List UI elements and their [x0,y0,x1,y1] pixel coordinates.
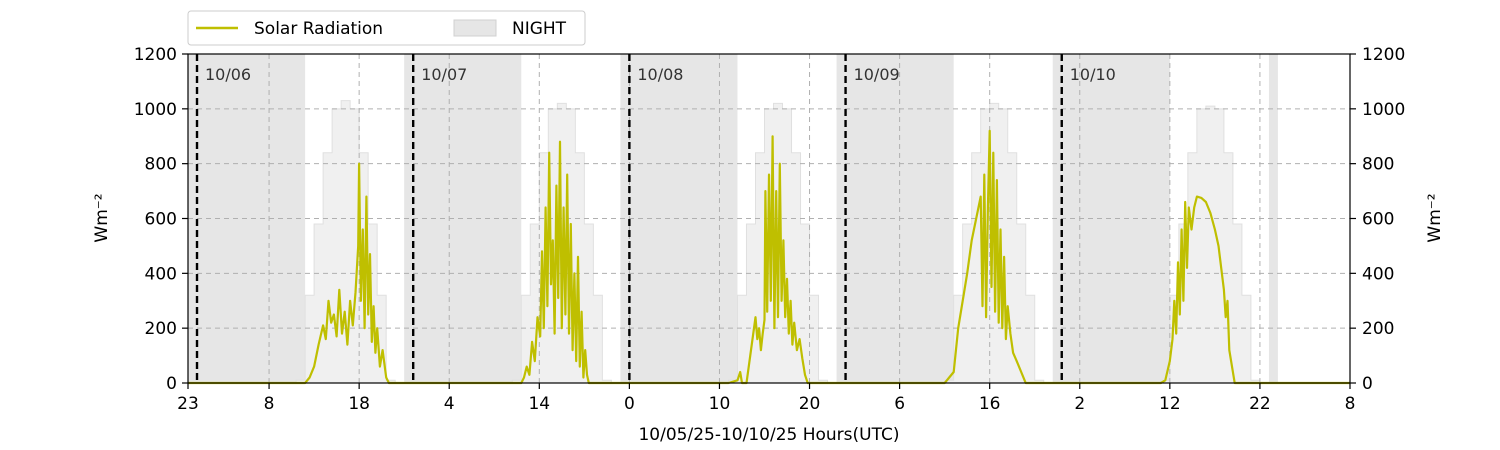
y-tick-label-right-1200: 1200 [1362,45,1405,65]
legend-patch-swatch [453,19,497,37]
x-tick-label-1: 8 [264,394,275,414]
clear-sky-area-0 [295,100,396,384]
x-tick-label-10: 2 [1074,394,1085,414]
day-marker-label-2: 10/08 [637,65,683,84]
y-tick-label-left-0: 0 [166,374,177,394]
y-tick-label-right-1000: 1000 [1362,100,1405,120]
x-tick-label-9: 16 [979,394,1001,414]
x-tick-label-13: 8 [1345,394,1356,414]
y-tick-label-left-400: 400 [145,264,177,284]
series-layer [188,129,1350,385]
y-tick-label-left-1000: 1000 [134,100,177,120]
x-tick-label-3: 4 [444,394,455,414]
series-line-solar-radiation [188,129,1350,385]
day-markers: 10/06 10/07 10/08 10/09 10/10 [195,54,1116,383]
day-marker-label-1: 10/07 [421,65,467,84]
x-axis-title: 10/05/25-10/10/25 Hours(UTC) [638,425,899,445]
day-marker-label-4: 10/10 [1070,65,1116,84]
y-tick-label-right-0: 0 [1362,374,1373,394]
night-band-5 [1268,54,1278,383]
x-tick-label-6: 10 [709,394,731,414]
y-tick-label-left-800: 800 [145,155,177,175]
x-tick-label-7: 20 [799,394,821,414]
x-tick-label-5: 0 [624,394,635,414]
y-axis-title-left: Wm⁻² [92,193,112,242]
legend: Solar Radiation NIGHT [187,10,586,46]
legend-label-solar: Solar Radiation [254,19,383,39]
y-tick-label-right-400: 400 [1362,264,1394,284]
x-tick-label-4: 14 [528,394,550,414]
legend-label-night: NIGHT [512,19,567,39]
x-tick-label-2: 18 [348,394,370,414]
y-tick-label-left-200: 200 [145,319,177,339]
x-tick-label-11: 12 [1159,394,1181,414]
y-tick-label-right-200: 200 [1362,319,1394,339]
x-tick-label-0: 23 [177,394,199,414]
day-marker-label-0: 10/06 [205,65,251,84]
clear-sky-area-4 [1160,105,1261,384]
x-tick-label-12: 22 [1249,394,1271,414]
y-axis-title-right: Wm⁻² [1425,193,1445,242]
y-tick-label-left-1200: 1200 [134,45,177,65]
x-tick-label-8: 6 [894,394,905,414]
y-tick-label-right-600: 600 [1362,210,1394,230]
y-tick-label-right-800: 800 [1362,155,1394,175]
day-marker-label-3: 10/09 [854,65,900,84]
y-tick-label-left-600: 600 [145,210,177,230]
